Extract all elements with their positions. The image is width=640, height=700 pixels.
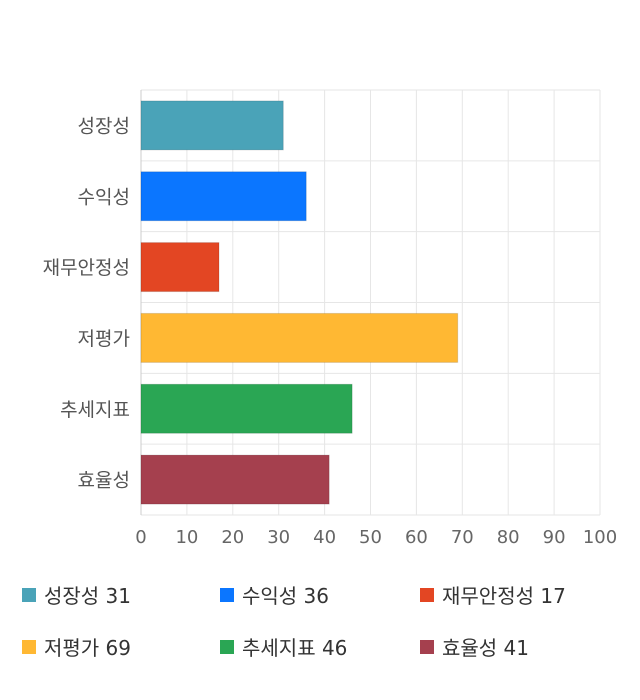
legend-label: 재무안정성 17 [442, 584, 566, 608]
bar [140, 171, 307, 222]
legend-label: 수익성 36 [242, 584, 330, 608]
x-tick-labels: 0 10 20 30 40 50 60 70 80 90 100 [135, 527, 617, 548]
legend-item: 추세지표 46 [220, 632, 347, 661]
legend-item: 효율성 41 [420, 632, 529, 661]
bar [140, 312, 459, 363]
legend-swatch [22, 587, 36, 602]
legend-swatch [220, 639, 234, 654]
category-label: 수익성 [78, 186, 130, 208]
legend-label: 성장성 31 [44, 584, 132, 608]
category-label: 성장성 [78, 115, 130, 137]
bar [140, 454, 330, 505]
bar [140, 383, 353, 434]
legend-item: 수익성 36 [220, 580, 329, 609]
bar [140, 242, 220, 293]
x-tick-label: 50 [359, 527, 382, 548]
chart-grid [140, 89, 601, 516]
legend-item: 저평가 69 [22, 632, 131, 661]
category-label: 재무안정성 [43, 257, 130, 279]
legend-label: 효율성 41 [442, 636, 530, 660]
category-label: 효율성 [78, 470, 130, 492]
legend-swatch [220, 587, 234, 602]
x-tick-label: 70 [451, 527, 474, 548]
x-tick-label: 90 [543, 527, 566, 548]
legend-item: 재무안정성 17 [420, 580, 566, 609]
x-tick-label: 30 [267, 527, 290, 548]
x-tick-label: 40 [313, 527, 336, 548]
legend-swatch [22, 639, 36, 654]
legend-swatch [420, 639, 434, 654]
legend-swatch [420, 587, 434, 602]
x-tick-label: 80 [497, 527, 520, 548]
legend-item: 성장성 31 [22, 580, 131, 609]
x-tick-label: 20 [221, 527, 244, 548]
bar [140, 100, 284, 151]
x-tick-label: 100 [583, 527, 617, 548]
category-label: 추세지표 [60, 399, 130, 421]
x-tick-label: 0 [135, 527, 146, 548]
legend-label: 추세지표 46 [242, 636, 348, 660]
chart-bars [140, 100, 459, 505]
x-tick-label: 10 [175, 527, 198, 548]
category-label: 저평가 [78, 328, 130, 350]
legend-label: 저평가 69 [44, 636, 132, 660]
x-tick-label: 60 [405, 527, 428, 548]
